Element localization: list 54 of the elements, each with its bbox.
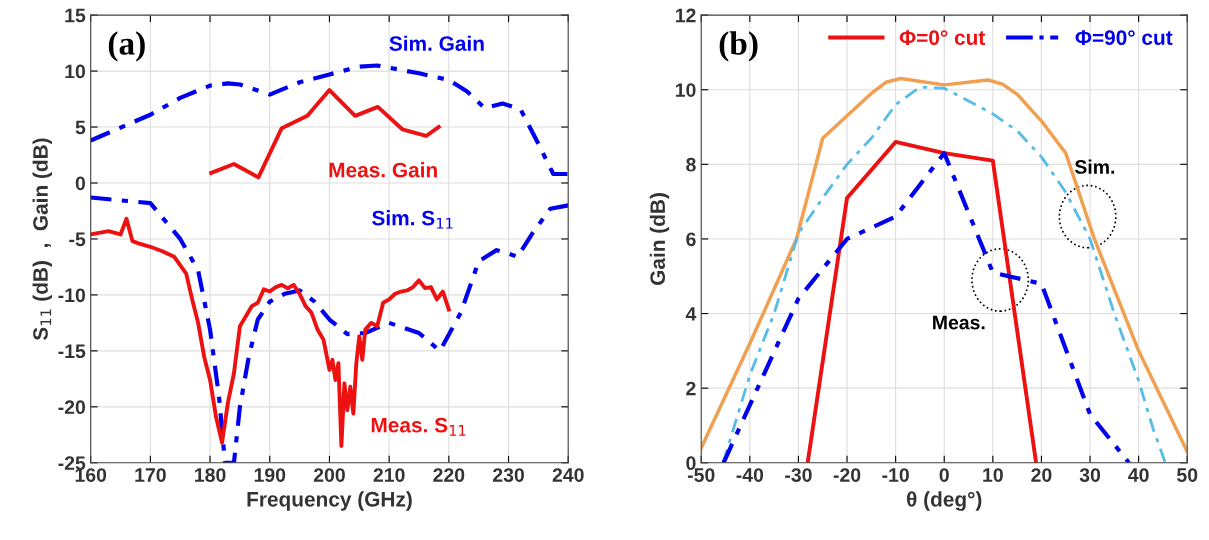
y-tick-label: 6: [686, 232, 696, 247]
line-series: [805, 140, 1039, 463]
y-tick-label: -20: [58, 400, 86, 415]
y-tick-label: 5: [75, 120, 86, 135]
y-axis-title: Gain (dB): [649, 193, 670, 285]
y-tick-label: 4: [685, 307, 697, 321]
y-tick-label: 8: [686, 157, 696, 172]
legend-label: Φ=90° cut: [1075, 30, 1173, 46]
x-tick-label: 240: [552, 468, 584, 482]
y-tick-label: -15: [58, 344, 86, 359]
x-tick-label: -50: [687, 468, 715, 482]
x-tick-label: 220: [433, 468, 465, 482]
series-label: Sim. Gain: [389, 35, 484, 51]
y-tick-label: 10: [65, 64, 86, 79]
y-tick-label: 2: [686, 381, 696, 396]
line-series: [721, 151, 1132, 463]
annotation: (b): [719, 31, 758, 62]
x-tick-label: -10: [882, 468, 909, 482]
x-tick-label: -30: [785, 468, 812, 482]
line-series: [90, 63, 569, 177]
x-tick-label: 180: [195, 468, 226, 482]
x-tick-label: 230: [492, 468, 524, 482]
x-tick-label: 160: [75, 468, 107, 482]
x-tick-label: 50: [1177, 468, 1198, 482]
y-tick-label: -5: [69, 232, 86, 247]
line-series: [209, 88, 441, 180]
x-tick-label: 30: [1079, 468, 1101, 482]
x-tick-label: 20: [1031, 468, 1052, 482]
x-tick-label: 210: [373, 468, 405, 482]
x-tick-label: -40: [736, 468, 764, 482]
x-tick-label: 10: [983, 468, 1003, 482]
legend-label: Φ=0° cut: [899, 30, 986, 46]
x-tick-label: 200: [313, 468, 345, 482]
y-tick-label: 12: [675, 8, 696, 23]
x-tick-label: 40: [1128, 468, 1149, 482]
y-axis-title: S$_{11}$ (dB) , Gain (dB): [32, 138, 52, 341]
x-tick-label: 0: [939, 468, 949, 482]
y-tick-label: 0: [686, 456, 696, 471]
y-tick-label: -10: [58, 288, 86, 303]
annotation: (a): [108, 31, 145, 62]
annotation: Sim.: [1074, 159, 1115, 174]
series-label: Meas. Gain: [329, 162, 437, 178]
text: Sim. S$_{11}$: [372, 210, 453, 229]
annotation: Meas.: [933, 315, 985, 330]
y-tick-label: 15: [65, 8, 86, 23]
x-tick-label: -20: [833, 468, 861, 482]
x-axis-title: Frequency (GHz): [247, 491, 412, 511]
x-tick-label: 190: [254, 468, 286, 482]
series-label: Meas. S$_{11}$: [371, 417, 466, 436]
x-tick-label: 170: [135, 468, 166, 482]
y-tick-label: -25: [58, 456, 86, 471]
y-tick-label: 10: [675, 83, 696, 97]
x-axis-title: θ (deg°): [907, 491, 982, 511]
y-tick-label: 0: [75, 176, 86, 191]
